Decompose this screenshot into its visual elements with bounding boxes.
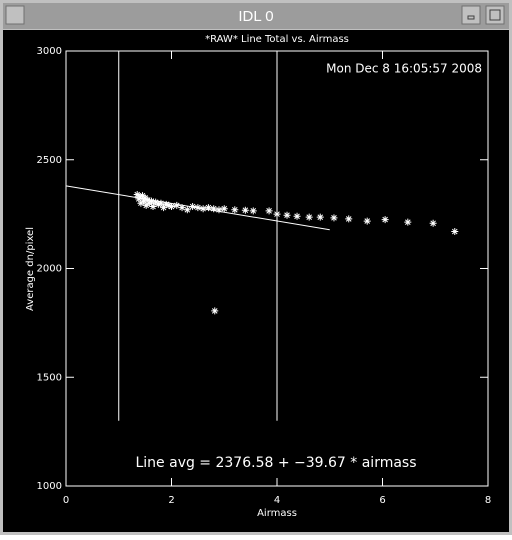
asterisk-point xyxy=(149,203,157,211)
title-bar xyxy=(3,3,509,29)
asterisk-point xyxy=(305,213,313,221)
window-title: IDL 0 xyxy=(238,8,273,25)
y-axis-label: Average dn/pixel xyxy=(25,227,36,311)
y-tick-label: 2500 xyxy=(37,155,62,166)
asterisk-point xyxy=(283,211,291,219)
asterisk-point xyxy=(189,203,197,211)
asterisk-point xyxy=(330,214,338,222)
asterisk-point xyxy=(136,193,144,201)
asterisk-point xyxy=(168,203,175,211)
asterisk-point xyxy=(144,196,152,204)
asterisk-point xyxy=(194,204,202,212)
asterisk-point xyxy=(404,218,412,226)
minimize-button[interactable] xyxy=(461,5,481,25)
x-tick-label: 2 xyxy=(168,495,174,506)
asterisk-point xyxy=(363,217,371,225)
asterisk-point xyxy=(140,197,148,205)
asterisk-point xyxy=(381,216,389,224)
x-tick-label: 4 xyxy=(274,495,280,506)
asterisk-point xyxy=(293,212,301,220)
asterisk-point xyxy=(204,204,212,212)
x-tick-label: 8 xyxy=(485,495,491,506)
asterisk-point xyxy=(178,204,186,212)
asterisk-point xyxy=(215,206,223,214)
asterisk-point xyxy=(210,205,218,213)
asterisk-point xyxy=(231,206,239,214)
maximize-button[interactable] xyxy=(485,5,505,25)
asterisk-point xyxy=(273,210,281,218)
asterisk-point xyxy=(220,205,228,213)
asterisk-point xyxy=(316,213,324,221)
asterisk-point xyxy=(157,199,165,207)
asterisk-point xyxy=(265,207,273,215)
asterisk-point xyxy=(154,200,162,208)
minimize-icon xyxy=(467,15,475,20)
asterisk-point xyxy=(429,219,437,227)
asterisk-point xyxy=(165,201,173,209)
asterisk-point xyxy=(160,204,168,212)
y-tick-label: 1500 xyxy=(37,372,62,383)
asterisk-point xyxy=(211,307,219,315)
asterisk-point xyxy=(345,215,353,223)
asterisk-point xyxy=(173,201,181,209)
y-tick-label: 3000 xyxy=(37,46,62,57)
asterisk-point xyxy=(241,206,249,214)
timestamp: Mon Dec 8 16:05:57 2008 xyxy=(326,62,482,76)
asterisk-point xyxy=(162,200,170,208)
x-axis-label: Airmass xyxy=(257,508,297,519)
y-tick-label: 1000 xyxy=(37,481,62,492)
fit-annotation: Line avg = 2376.58 + −39.67 * airmass xyxy=(135,455,416,471)
asterisk-point xyxy=(451,228,459,236)
x-tick-label: 6 xyxy=(379,495,385,506)
chart-title: *RAW* Line Total vs. Airmass xyxy=(205,34,349,45)
menu-button[interactable] xyxy=(5,5,25,25)
maximize-icon xyxy=(489,9,501,21)
y-tick-label: 2000 xyxy=(37,264,62,275)
asterisk-point xyxy=(142,201,150,209)
plot-window xyxy=(3,30,509,532)
asterisk-point xyxy=(147,197,155,205)
x-tick-label: 0 xyxy=(63,495,69,506)
asterisk-point xyxy=(199,205,207,213)
asterisk-point xyxy=(249,207,257,215)
asterisk-point xyxy=(183,206,191,214)
asterisk-point xyxy=(135,195,143,203)
